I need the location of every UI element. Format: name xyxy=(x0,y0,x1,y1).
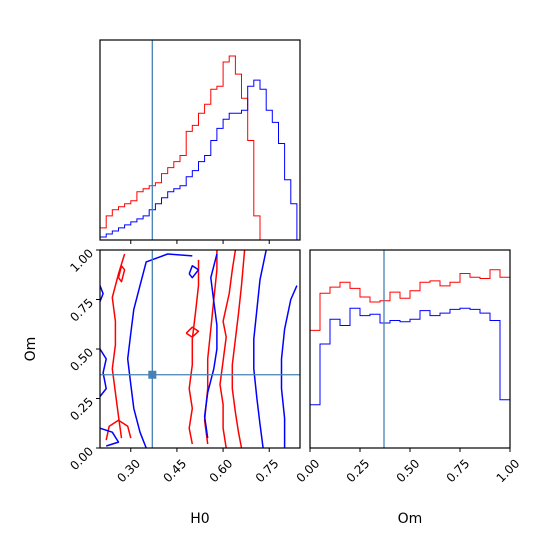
h0-xtick-label-3: 0.75 xyxy=(253,456,282,485)
om-bottom-axis-label: Om xyxy=(398,511,423,527)
h0-histogram-series xyxy=(100,55,298,240)
contour-line-11 xyxy=(203,253,218,439)
joint-frame xyxy=(99,249,301,449)
h0-xtick-label-1: 0.45 xyxy=(160,456,189,485)
om-ytick-label-1: 0.25 xyxy=(67,395,96,424)
om-xtick-label-0: 0.00 xyxy=(294,456,323,485)
om-xtick-label-3: 0.75 xyxy=(444,456,473,485)
om-ytick-label-2: 0.50 xyxy=(67,345,96,374)
joint-truth-marker xyxy=(148,370,157,379)
h0-histogram-step-2 xyxy=(100,79,298,240)
om-axis-label: Om xyxy=(23,337,39,362)
om-histogram-step-2 xyxy=(310,307,510,448)
contour-line-16 xyxy=(188,265,200,279)
om-xtick-label-2: 0.50 xyxy=(394,456,423,485)
contour-line-15 xyxy=(100,427,120,447)
contour-line-5 xyxy=(111,253,126,439)
h0-axis-label: H0 xyxy=(190,511,209,527)
contour-line-8 xyxy=(185,326,200,338)
contour-line-3 xyxy=(188,259,200,445)
contour-line-7 xyxy=(117,265,126,283)
om-histogram-series xyxy=(310,269,510,448)
om-xtick-label-4: 1.00 xyxy=(494,456,523,485)
om-ytick-label-3: 0.75 xyxy=(67,296,96,325)
om-ytick-label-4: 1.00 xyxy=(67,246,96,275)
h0-xtick-label-0: 0.30 xyxy=(114,456,143,485)
h0-histogram-frame xyxy=(99,39,301,241)
h0-om-contour-panel: 0.30 0.45 0.60 0.75 0.00 0.25 0.50 0.75 1.00 H0 Om xyxy=(23,246,301,527)
contour-line-10 xyxy=(280,285,298,448)
om-histogram-panel: 0.00 0.25 0.50 0.75 1.00 Om xyxy=(294,249,523,527)
om-xtick-label-1: 0.25 xyxy=(344,456,373,485)
h0-histogram-step-1 xyxy=(100,55,297,240)
contour-line-6 xyxy=(105,419,132,441)
om-histogram-frame xyxy=(309,249,511,449)
contour-lines xyxy=(100,250,298,448)
contour-line-13 xyxy=(100,285,104,302)
contour-line-14 xyxy=(100,348,107,397)
om-ytick-label-0: 0.00 xyxy=(67,444,96,473)
om-histogram-step-1 xyxy=(310,269,510,448)
h0-histogram-panel xyxy=(99,39,301,244)
contour-line-1 xyxy=(231,250,246,448)
contour-line-2 xyxy=(219,250,237,448)
h0-xtick-label-2: 0.60 xyxy=(207,456,236,485)
contour-line-9 xyxy=(253,250,267,448)
contour-line-12 xyxy=(126,253,193,448)
